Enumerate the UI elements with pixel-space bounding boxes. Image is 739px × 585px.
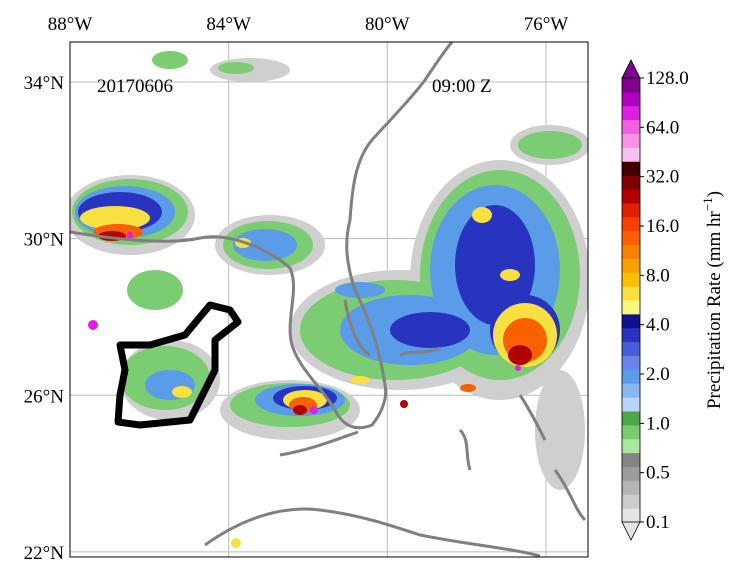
colorbar-tick-label: 2.0 <box>646 364 670 385</box>
colorbar-band <box>622 438 640 454</box>
colorbar-title-end: ) <box>704 191 725 197</box>
colorbar-title: Precipitation Rate (mm hr−1) <box>700 191 725 409</box>
coastline <box>70 42 587 557</box>
colorbar-extend-high <box>621 59 641 79</box>
colorbar-band <box>622 397 640 412</box>
colorbar-band <box>622 147 640 162</box>
colorbar-band <box>622 119 640 134</box>
colorbar-tick-label: 1.0 <box>646 413 670 434</box>
colorbar-band <box>622 286 640 301</box>
colorbar-band <box>622 105 640 121</box>
colorbar-band <box>622 202 640 218</box>
colorbar-band <box>622 383 640 398</box>
date-label: 20170606 <box>97 76 173 97</box>
lat-tick-label: 22°N <box>24 543 65 564</box>
colorbar-tick-label: 128.0 <box>646 68 689 89</box>
colorbar-title-exponent: −1 <box>700 197 715 211</box>
colorbar-band <box>622 327 640 343</box>
colorbar-band <box>622 452 640 467</box>
colorbar-band <box>622 189 640 204</box>
time-label: 09:00 Z <box>432 76 492 97</box>
outlined-region <box>114 301 242 429</box>
colorbar-band <box>622 369 640 384</box>
map-frame <box>69 41 589 558</box>
colorbar-band <box>622 411 640 426</box>
colorbar-band <box>622 91 640 107</box>
colorbar-band <box>622 341 640 356</box>
colorbar-band <box>622 133 640 148</box>
colorbar-band <box>622 244 640 259</box>
colorbar-title-text: Precipitation Rate (mm hr <box>704 210 725 409</box>
lon-tick-label: 84°W <box>206 14 251 35</box>
lon-tick-label: 80°W <box>365 14 410 35</box>
colorbar-band <box>622 216 640 232</box>
colorbar-tick-label: 4.0 <box>646 315 670 336</box>
colorbar-band <box>622 272 640 287</box>
colorbar-tick-label: 0.5 <box>646 463 670 484</box>
colorbar-tick-label: 8.0 <box>646 265 670 286</box>
lat-tick-label: 34°N <box>24 73 65 94</box>
colorbar-band <box>622 466 640 481</box>
colorbar-band <box>622 355 640 370</box>
colorbar-band <box>622 424 640 440</box>
lat-tick-label: 30°N <box>24 230 65 251</box>
colorbar-extend-low <box>621 521 641 541</box>
colorbar-band <box>622 494 640 509</box>
colorbar-band <box>622 258 640 273</box>
lon-tick-label: 88°W <box>48 14 93 35</box>
colorbar-band <box>622 480 640 495</box>
lon-tick-label: 76°W <box>524 14 569 35</box>
colorbar-band <box>622 313 640 329</box>
colorbar-tick-label: 32.0 <box>646 167 679 188</box>
colorbar-tick-label: 64.0 <box>646 117 679 138</box>
colorbar-tick-label: 16.0 <box>646 216 679 237</box>
colorbar-band <box>622 78 640 93</box>
colorbar-band <box>622 508 640 523</box>
colorbar-band <box>622 175 640 190</box>
colorbar-band <box>622 230 640 245</box>
colorbar-frame <box>621 77 641 523</box>
colorbar: 0.1 0.5 1.0 2.0 4.0 8.0 16.0 32.0 64.0 128.0 <box>621 59 689 541</box>
colorbar-band <box>622 300 640 315</box>
colorbar-band <box>622 161 640 176</box>
colorbar-tick-label: 0.1 <box>646 512 670 533</box>
lat-tick-label: 26°N <box>24 386 65 407</box>
map-area <box>70 42 588 557</box>
